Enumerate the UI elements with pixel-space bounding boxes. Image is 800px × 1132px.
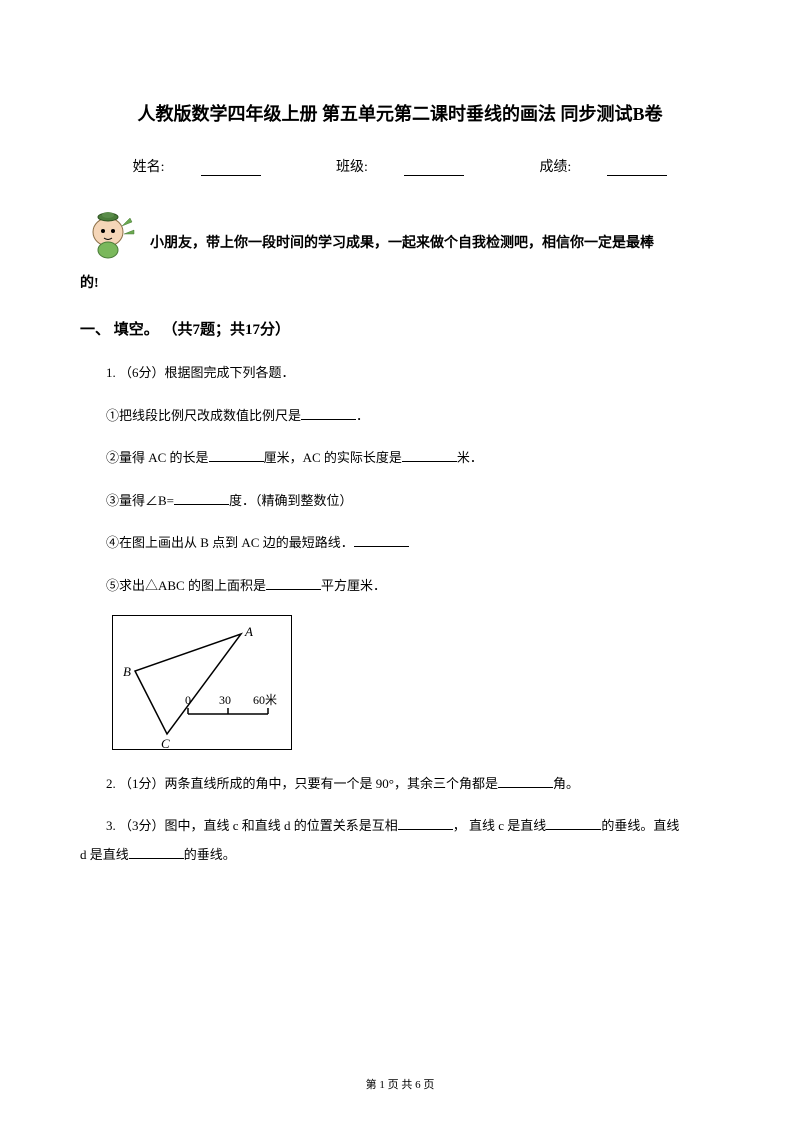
info-line: 姓名: 班级: 成绩: xyxy=(80,156,720,176)
svg-text:B: B xyxy=(123,664,131,679)
q1-sub1: ①把线段比例尺改成数值比例尺是． xyxy=(80,402,720,431)
mascot-icon xyxy=(80,206,140,262)
q3: 3. （3分）图中，直线 c 和直线 d 的位置关系是互相， 直线 c 是直线的… xyxy=(80,812,720,869)
intro-text-2: 的! xyxy=(80,270,720,298)
q1-sub4: ④在图上画出从 B 点到 AC 边的最短路线． xyxy=(80,529,720,558)
intro-text-1: 小朋友，带上你一段时间的学习成果，一起来做个自我检测吧，相信你一定是最棒 xyxy=(150,230,654,262)
page-title: 人教版数学四年级上册 第五单元第二课时垂线的画法 同步测试B卷 xyxy=(80,100,720,126)
class-field: 班级: xyxy=(318,156,482,176)
section-title: 一、 填空。 （共7题；共17分） xyxy=(80,318,720,339)
q2: 2. （1分）两条直线所成的角中，只要有一个是 90°，其余三个角都是角。 xyxy=(80,770,720,799)
name-field: 姓名: xyxy=(115,156,279,176)
svg-text:C: C xyxy=(161,736,170,749)
svg-text:30: 30 xyxy=(219,693,231,707)
q1-sub3: ③量得∠B=度．（精确到整数位） xyxy=(80,487,720,516)
q1-header: 1. （6分）根据图完成下列各题． xyxy=(80,359,720,388)
page-footer: 第 1 页 共 6 页 xyxy=(0,1076,800,1092)
svg-text:60米: 60米 xyxy=(253,693,277,707)
q1-sub2: ②量得 AC 的长是厘米，AC 的实际长度是米． xyxy=(80,444,720,473)
triangle-figure: A B C 0 30 60米 xyxy=(112,615,292,750)
svg-text:0: 0 xyxy=(185,693,191,707)
q1-sub5: ⑤求出△ABC 的图上面积是平方厘米． xyxy=(80,572,720,601)
svg-text:A: A xyxy=(244,624,253,639)
score-field: 成绩: xyxy=(521,156,685,176)
